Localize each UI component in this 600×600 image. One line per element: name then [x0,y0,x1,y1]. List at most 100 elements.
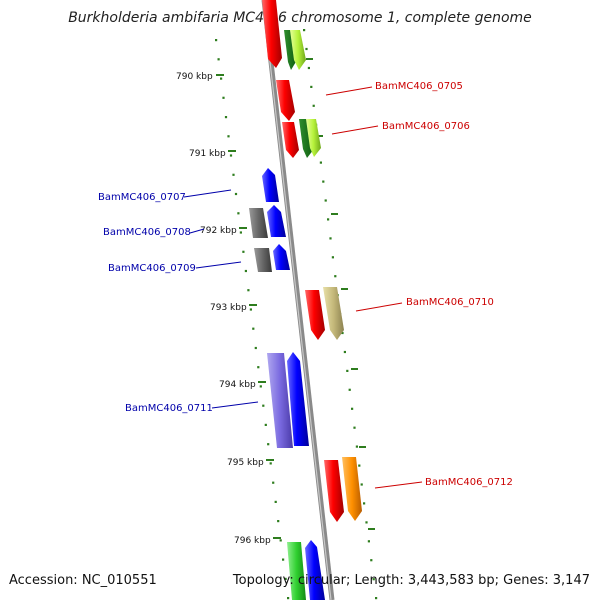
tick-mark [228,150,236,152]
leader-line [331,125,379,135]
tick-mark [239,227,247,229]
map-title: Burkholderia ambifaria MC40-6 chromosome… [68,10,532,26]
gene-label[interactable]: BamMC406_0707 [98,192,186,203]
tick-mark [341,288,348,290]
gene-arrow[interactable] [287,542,306,600]
ring-dot [363,502,366,505]
ring-dot [254,346,257,350]
gene-arrow[interactable] [282,122,299,158]
ring-dot [259,385,262,388]
ring-dot [343,350,346,354]
tick-mark [359,446,366,448]
gene-label[interactable]: BamMC406_0708 [103,227,191,238]
tick-mark [306,58,313,60]
gene-arrow[interactable] [267,205,286,237]
ring-dot [327,218,330,221]
accession-label: Accession: NC_010551 [9,573,157,588]
ring-dot [310,85,313,88]
ring-dot [274,500,277,503]
ring-dot [375,597,378,600]
ring-dot [257,366,260,369]
gene-arrow[interactable] [323,287,344,340]
gene-arrow[interactable] [249,208,268,238]
tick-mark [351,368,358,370]
gene-arrow[interactable] [254,248,272,272]
ring-dot [329,237,332,240]
gene-arrow[interactable] [262,168,279,202]
ring-dot [322,180,325,183]
gene-arrow[interactable] [267,353,293,448]
gene-features [249,0,362,600]
tick-label: 791 kbp [189,149,226,159]
ring-dot [367,540,370,543]
ring-dot [307,66,310,70]
gene-label[interactable]: BamMC406_0705 [375,81,463,92]
ring-dot [215,39,218,42]
leader-line [374,481,423,489]
leader-line [355,302,403,312]
ring-dot [252,327,255,330]
gene-arrow[interactable] [305,290,325,340]
gene-arrow[interactable] [306,119,321,157]
leader-line [195,261,242,269]
ring-dot [319,161,322,164]
ring-dot [346,369,349,372]
ring-dot [355,445,358,448]
ring-dot [277,520,280,523]
ring-dot [282,558,285,561]
gene-arrow[interactable] [305,540,325,600]
tick-label: 796 kbp [234,536,271,546]
gene-label[interactable]: BamMC406_0709 [108,263,196,274]
tick-mark [266,459,274,461]
tick-mark [316,135,323,137]
ring-dot [247,289,250,292]
tick-mark [368,528,375,530]
tick-mark [216,74,224,76]
ring-dot [348,388,351,391]
ring-dot [262,404,265,407]
ring-dot [341,331,344,335]
ring-dot [267,443,270,446]
backbone-highlight [262,0,332,600]
tick-mark [249,304,257,306]
tick-label: 794 kbp [219,380,256,390]
ring-dot [372,578,375,581]
tick-label: 793 kbp [210,303,247,313]
ring-dot [287,597,290,600]
gene-arrow[interactable] [276,80,295,121]
ring-dot [284,577,287,580]
axis-ticks [216,58,375,539]
ring-dot [239,231,242,234]
ring-dot [234,192,238,196]
gene-label[interactable]: BamMC406_0710 [406,297,494,308]
tick-label: 792 kbp [200,226,237,236]
gene-label[interactable]: BamMC406_0712 [425,477,513,488]
gene-arrow[interactable] [324,460,344,522]
gene-arrow[interactable] [290,30,306,70]
gene-label[interactable]: BamMC406_0706 [382,121,470,132]
tick-mark [258,381,266,383]
ring-dot [305,47,308,51]
ring-dot [217,58,220,61]
ring-dot [324,199,327,202]
ring-dot [237,212,240,215]
gene-label[interactable]: BamMC406_0711 [125,403,213,414]
ring-dot [360,483,363,486]
ring-dot [272,481,275,484]
ring-dot [229,154,233,157]
gene-arrow[interactable] [273,244,290,270]
gene-arrow[interactable] [287,352,309,446]
tick-label: 790 kbp [176,72,213,82]
backbone [261,0,335,600]
tick-mark [273,537,281,539]
ring-dot [232,173,235,176]
gene-arrow[interactable] [342,457,362,521]
ring-dot [242,250,245,253]
gene-arrow[interactable] [262,0,282,68]
ring-dot [224,116,228,119]
ring-dot [279,539,282,542]
ring-dot [303,29,306,32]
ring-dot [312,104,315,107]
ring-dot [358,464,361,467]
